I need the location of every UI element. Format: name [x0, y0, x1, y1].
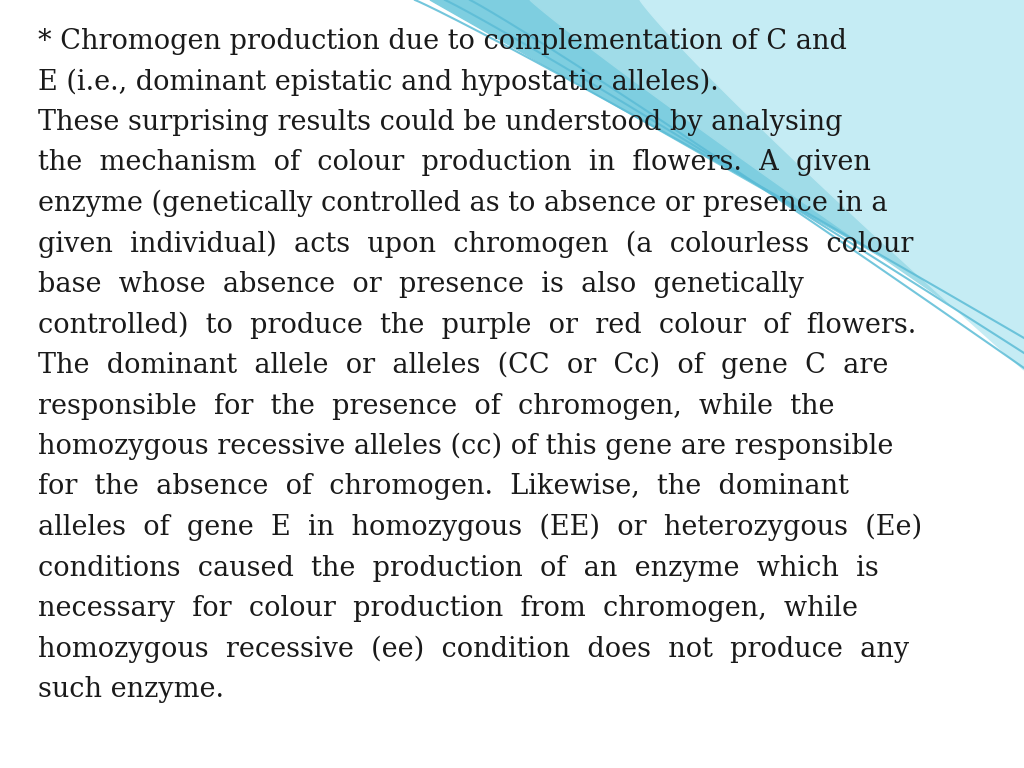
Text: necessary  for  colour  production  from  chromogen,  while: necessary for colour production from chr…	[38, 595, 858, 622]
Polygon shape	[530, 0, 1024, 355]
Text: homozygous  recessive  (ee)  condition  does  not  produce  any: homozygous recessive (ee) condition does…	[38, 635, 909, 663]
Polygon shape	[430, 0, 1024, 338]
Text: enzyme (genetically controlled as to absence or presence in a: enzyme (genetically controlled as to abs…	[38, 190, 888, 217]
Text: for  the  absence  of  chromogen.  Likewise,  the  dominant: for the absence of chromogen. Likewise, …	[38, 474, 849, 501]
Text: homozygous recessive alleles (cc) of this gene are responsible: homozygous recessive alleles (cc) of thi…	[38, 433, 893, 460]
Text: given  individual)  acts  upon  chromogen  (a  colourless  colour: given individual) acts upon chromogen (a…	[38, 230, 913, 258]
Text: controlled)  to  produce  the  purple  or  red  colour  of  flowers.: controlled) to produce the purple or red…	[38, 312, 916, 339]
Text: responsible  for  the  presence  of  chromogen,  while  the: responsible for the presence of chromoge…	[38, 392, 835, 419]
Text: * Chromogen production due to complementation of C and: * Chromogen production due to complement…	[38, 28, 847, 55]
Text: alleles  of  gene  E  in  homozygous  (EE)  or  heterozygous  (Ee): alleles of gene E in homozygous (EE) or …	[38, 514, 923, 541]
Polygon shape	[640, 0, 1024, 370]
Text: conditions  caused  the  production  of  an  enzyme  which  is: conditions caused the production of an e…	[38, 554, 879, 581]
Text: These surprising results could be understood by analysing: These surprising results could be unders…	[38, 109, 843, 136]
Text: E (i.e., dominant epistatic and hypostatic alleles).: E (i.e., dominant epistatic and hypostat…	[38, 68, 719, 96]
Text: The  dominant  allele  or  alleles  (CC  or  Cc)  of  gene  C  are: The dominant allele or alleles (CC or Cc…	[38, 352, 889, 379]
Text: base  whose  absence  or  presence  is  also  genetically: base whose absence or presence is also g…	[38, 271, 804, 298]
Text: the  mechanism  of  colour  production  in  flowers.  A  given: the mechanism of colour production in fl…	[38, 150, 870, 177]
Text: such enzyme.: such enzyme.	[38, 676, 224, 703]
